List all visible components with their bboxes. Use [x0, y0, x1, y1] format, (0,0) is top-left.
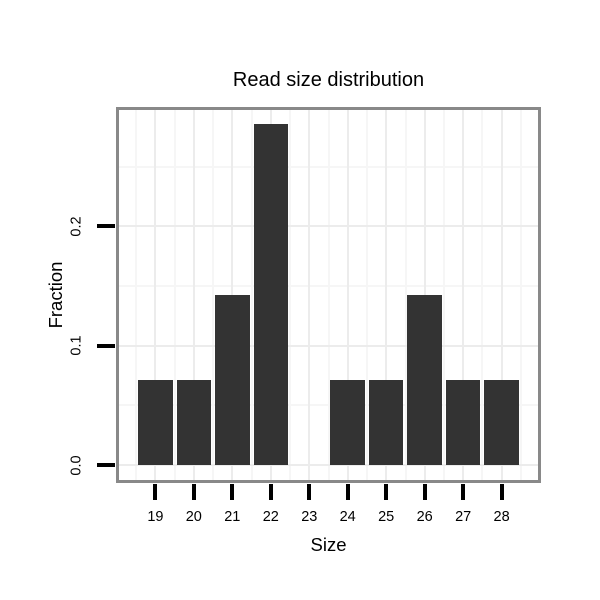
gridline-major-vertical	[192, 110, 195, 480]
bar-size-24	[330, 379, 365, 466]
y-tick-mark	[97, 463, 115, 468]
bar-size-27	[445, 379, 481, 466]
bar-size-19	[138, 379, 173, 466]
gridline-minor-vertical	[212, 110, 215, 480]
x-tick-label: 26	[416, 509, 433, 525]
x-tick-mark	[153, 484, 158, 500]
x-tick-mark	[499, 484, 504, 500]
y-tick-mark	[97, 343, 115, 348]
gridline-major-vertical	[308, 110, 311, 480]
gridline-minor-vertical	[366, 110, 368, 480]
x-tick-mark	[230, 484, 235, 500]
gridline-minor-vertical	[481, 110, 484, 480]
x-tick-label: 28	[493, 509, 510, 525]
gridline-major-vertical	[154, 110, 157, 480]
x-tick-label: 23	[301, 509, 318, 525]
gridline-minor-vertical	[289, 110, 291, 480]
gridline-minor-vertical	[135, 110, 138, 480]
y-tick-label: 0.2	[68, 216, 85, 237]
gridline-major-vertical	[462, 110, 465, 480]
gridline-major-horizontal	[119, 225, 538, 228]
x-tick-label: 22	[262, 509, 279, 525]
x-tick-mark	[384, 484, 389, 500]
gridline-major-vertical	[385, 110, 388, 480]
x-tick-label: 21	[224, 509, 241, 525]
x-tick-mark	[461, 484, 466, 500]
bar-size-26	[407, 294, 442, 466]
x-tick-mark	[191, 484, 196, 500]
gridline-minor-vertical	[173, 110, 176, 480]
bar-size-20	[176, 379, 212, 466]
gridline-major-vertical	[346, 110, 349, 480]
x-tick-label: 19	[147, 509, 164, 525]
x-tick-label: 25	[378, 509, 395, 525]
y-tick-label: 0.1	[68, 335, 85, 356]
chart-title: Read size distribution	[232, 69, 425, 91]
bar-size-25	[368, 379, 404, 466]
bar-size-28	[484, 379, 519, 466]
gridline-major-horizontal	[119, 344, 538, 347]
x-axis-title: Size	[310, 534, 347, 555]
y-tick-mark	[97, 224, 115, 229]
plot-panel	[116, 107, 541, 483]
gridline-minor-vertical	[327, 110, 330, 480]
x-tick-label: 20	[185, 509, 202, 525]
x-tick-mark	[268, 484, 273, 500]
gridline-minor-vertical	[404, 110, 407, 480]
y-tick-label: 0.0	[68, 455, 85, 476]
gridline-major-horizontal	[119, 464, 538, 467]
x-tick-mark	[422, 484, 427, 500]
gridline-minor-vertical	[250, 110, 253, 480]
bar-size-22	[253, 124, 289, 466]
gridline-major-vertical	[500, 110, 503, 480]
x-tick-mark	[345, 484, 350, 500]
y-axis-title: Fraction	[45, 261, 66, 329]
x-tick-label: 27	[455, 509, 472, 525]
x-tick-mark	[307, 484, 312, 500]
x-tick-label: 24	[339, 509, 356, 525]
gridline-minor-vertical	[442, 110, 445, 480]
bar-size-21	[215, 294, 250, 466]
gridline-minor-vertical	[519, 110, 522, 480]
